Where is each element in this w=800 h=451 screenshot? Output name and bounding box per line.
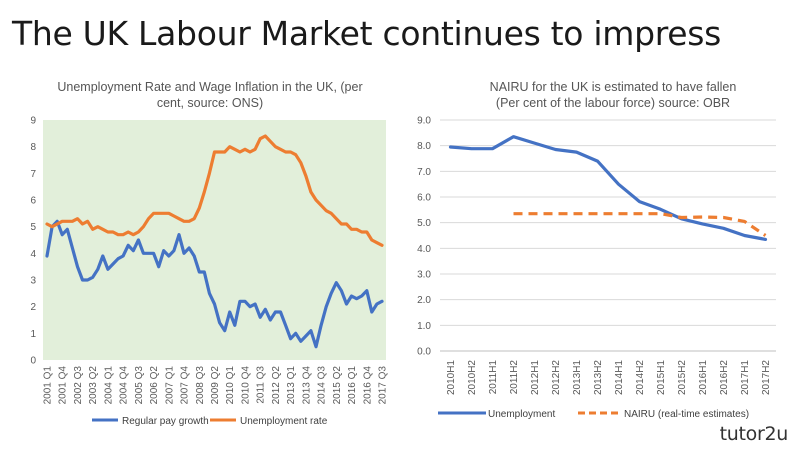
left-y-tick-label: 9 xyxy=(30,116,36,127)
left-x-tick-label: 2013 Q4 xyxy=(301,366,312,405)
right-x-tick-label: 2010H2 xyxy=(467,360,478,395)
right-chart-title-line-2: (Per cent of the labour force) source: O… xyxy=(496,96,730,110)
left-x-tick-label: 2011 Q3 xyxy=(256,366,267,404)
left-y-tick-label: 3 xyxy=(30,276,36,287)
right-x-tick-label: 2015H1 xyxy=(656,360,667,395)
legend-label-unemployment: Unemployment xyxy=(488,409,555,420)
left-y-tick-label: 5 xyxy=(30,222,36,233)
left-chart-title-line-1: Unemployment Rate and Wage Inflation in … xyxy=(57,80,362,94)
right-x-tick-label: 2016H2 xyxy=(719,360,730,395)
right-y-tick-label: 9.0 xyxy=(417,116,431,127)
left-x-tick-label: 2004 Q1 xyxy=(103,366,114,405)
right-y-tick-label: 5.0 xyxy=(417,218,431,229)
left-x-tick-label: 2016 Q4 xyxy=(362,366,373,405)
left-x-tick-label: 2001 Q4 xyxy=(58,366,69,405)
right-x-tick-label: 2012H2 xyxy=(551,360,562,395)
left-chart-title-line-2: cent, source: ONS) xyxy=(157,96,263,110)
legend-label-unemployment-rate: Unemployment rate xyxy=(240,416,328,427)
right-x-tick-label: 2014H2 xyxy=(635,360,646,395)
left-x-tick-label: 2004 Q4 xyxy=(119,366,130,405)
series-line-unemployment-rate xyxy=(45,134,384,247)
right-y-tick-label: 3.0 xyxy=(417,270,431,281)
series-line-regular-pay-growth xyxy=(45,219,384,349)
left-x-tick-label: 2006 Q2 xyxy=(149,366,160,405)
left-x-tick-label: 2010 Q4 xyxy=(240,366,251,405)
left-y-tick-label: 7 xyxy=(30,169,36,180)
left-x-tick-label: 2015 Q2 xyxy=(332,366,343,405)
left-x-tick-label: 2009 Q2 xyxy=(210,366,221,405)
left-plot-area xyxy=(43,120,386,360)
left-y-tick-label: 0 xyxy=(30,356,36,367)
right-x-tick-label: 2011H2 xyxy=(509,360,520,395)
right-y-tick-label: 1.0 xyxy=(417,321,431,332)
tutor2u-logo: tutor2u xyxy=(719,423,789,445)
right-y-tick-label: 2.0 xyxy=(417,295,431,306)
left-x-tick-label: 2003 Q2 xyxy=(88,366,99,405)
right-x-tick-label: 2017H2 xyxy=(761,360,772,395)
left-x-tick-label: 2005 Q3 xyxy=(134,366,145,405)
right-y-tick-label: 7.0 xyxy=(417,167,431,178)
left-x-tick-label: 2012 Q2 xyxy=(271,366,282,405)
left-x-tick-label: 2010 Q1 xyxy=(225,366,236,405)
right-x-tick-label: 2015H2 xyxy=(677,360,688,395)
left-x-tick-label: 2002 Q3 xyxy=(73,366,84,405)
series-line-unemployment xyxy=(448,135,768,241)
left-y-tick-label: 1 xyxy=(30,329,36,340)
right-x-tick-label: 2011H1 xyxy=(488,360,499,395)
left-x-tick-label: 2007 Q4 xyxy=(180,366,191,405)
right-y-tick-label: 6.0 xyxy=(417,193,431,204)
slide-title: The UK Labour Market continues to impres… xyxy=(12,14,722,53)
right-y-tick-label: 4.0 xyxy=(417,244,431,255)
left-x-tick-label: 2014 Q3 xyxy=(317,366,328,405)
right-x-tick-label: 2010H1 xyxy=(446,360,457,395)
series-line-nairu xyxy=(513,212,767,237)
nairu-chart: NAIRU for the UK is estimated to have fa… xyxy=(417,80,776,420)
left-x-tick-label: 2017 Q3 xyxy=(378,366,389,405)
right-legend: Unemployment NAIRU (real-time estimates) xyxy=(438,409,749,420)
right-chart-title-line-1: NAIRU for the UK is estimated to have fa… xyxy=(490,80,737,94)
right-x-tick-label: 2014H1 xyxy=(614,360,625,395)
left-legend: Regular pay growth Unemployment rate xyxy=(92,416,328,427)
left-x-tick-label: 2013 Q1 xyxy=(286,366,297,405)
legend-label-nairu: NAIRU (real-time estimates) xyxy=(624,409,749,420)
left-x-tick-label: 2008 Q3 xyxy=(195,366,206,405)
right-x-tick-label: 2012H1 xyxy=(530,360,541,395)
right-x-tick-label: 2013H1 xyxy=(572,360,583,395)
left-x-tick-label: 2001 Q1 xyxy=(43,366,54,405)
left-y-tick-label: 2 xyxy=(30,302,36,313)
left-x-tick-label: 2016 Q1 xyxy=(347,366,358,405)
right-x-tick-label: 2016H1 xyxy=(698,360,709,395)
left-y-tick-label: 4 xyxy=(30,249,36,260)
right-y-tick-label: 0.0 xyxy=(417,347,431,358)
left-x-tick-label: 2007 Q1 xyxy=(164,366,175,405)
right-x-tick-label: 2013H2 xyxy=(593,360,604,395)
left-y-tick-label: 6 xyxy=(30,196,36,207)
legend-label-pay-growth: Regular pay growth xyxy=(122,416,209,427)
right-y-tick-label: 8.0 xyxy=(417,141,431,152)
left-y-tick-label: 8 xyxy=(30,142,36,153)
wage-unemployment-chart: Unemployment Rate and Wage Inflation in … xyxy=(30,80,389,427)
right-x-tick-label: 2017H1 xyxy=(740,360,751,395)
